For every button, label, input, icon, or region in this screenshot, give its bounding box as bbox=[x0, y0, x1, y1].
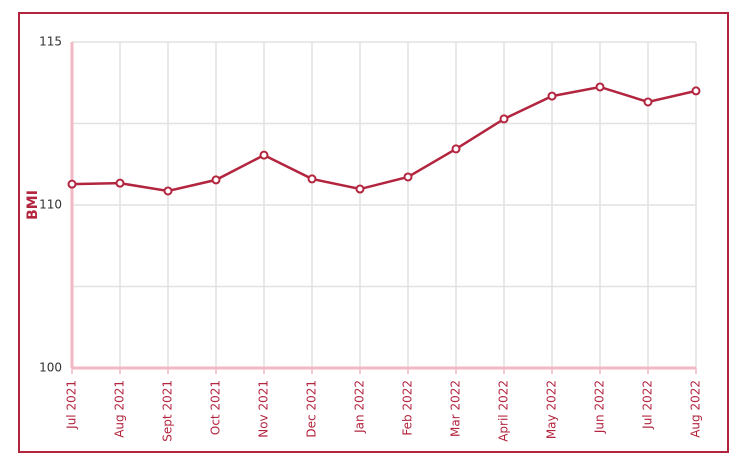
data-point bbox=[211, 175, 221, 185]
data-point bbox=[115, 178, 125, 188]
x-tick-label: Aug 2021 bbox=[113, 380, 127, 438]
y-axis-label: BMI bbox=[25, 190, 41, 220]
x-tick-label: Jul 2022 bbox=[641, 380, 655, 430]
series-line bbox=[71, 85, 697, 193]
x-tick-label: Jan 2022 bbox=[353, 380, 367, 434]
x-tick-label: Dec 2021 bbox=[305, 380, 319, 438]
x-tick-label: Mar 2022 bbox=[449, 380, 463, 437]
data-point bbox=[67, 179, 77, 189]
y-tick-label: 110 bbox=[39, 198, 62, 212]
data-point bbox=[691, 86, 701, 96]
data-point bbox=[307, 174, 317, 184]
data-point bbox=[451, 144, 461, 154]
x-tick-label: Oct 2021 bbox=[209, 380, 223, 435]
x-tick-label: Feb 2022 bbox=[401, 380, 415, 436]
x-tick-label: Jun 2022 bbox=[593, 380, 607, 434]
data-point bbox=[643, 97, 653, 107]
data-point bbox=[595, 82, 605, 92]
y-tick-label: 100 bbox=[39, 361, 62, 375]
data-point bbox=[355, 184, 365, 194]
x-tick-label: Sept 2021 bbox=[161, 380, 175, 442]
data-point bbox=[547, 91, 557, 101]
data-point bbox=[499, 114, 509, 124]
y-tick-label: 115 bbox=[39, 35, 62, 49]
x-tick-label: Jul 2021 bbox=[65, 380, 79, 430]
x-tick-label: May 2022 bbox=[545, 380, 559, 439]
x-tick-label: Nov 2021 bbox=[257, 380, 271, 438]
chart-frame bbox=[18, 12, 729, 453]
x-tick-label: Aug 2022 bbox=[689, 380, 703, 438]
data-point bbox=[163, 186, 173, 196]
x-tick-label: April 2022 bbox=[497, 380, 511, 442]
data-point bbox=[259, 150, 269, 160]
data-point bbox=[403, 172, 413, 182]
